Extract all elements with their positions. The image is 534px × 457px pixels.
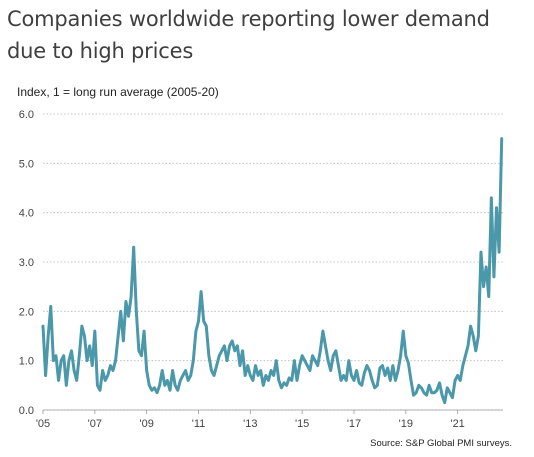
y-tick-label: 3.0 — [19, 257, 34, 269]
y-axis-label: Index, 1 = long run average (2005-20) — [17, 85, 219, 99]
y-tick-label: 2.0 — [19, 306, 34, 318]
x-tick-label: '17 — [347, 418, 361, 430]
y-tick-labels: 0.0 1.0 2.0 3.0 4.0 5.0 6.0 — [19, 109, 34, 417]
y-tick-label: 0.0 — [19, 405, 34, 417]
x-tick-label: '11 — [192, 418, 206, 430]
series-group — [41, 137, 504, 405]
x-tick-labels: '05 '07 '09 '11 '13 '15 '17 '19 '21 — [36, 410, 465, 430]
x-tick-label: '19 — [399, 418, 413, 430]
source-note: Source: S&P Global PMI surveys. — [370, 438, 512, 449]
y-tick-label: 5.0 — [19, 158, 34, 170]
y-tick-label: 1.0 — [19, 356, 34, 368]
series-line-0 — [41, 137, 504, 405]
x-tick-label: '13 — [243, 418, 257, 430]
x-tick-label: '21 — [450, 418, 464, 430]
gridlines — [43, 113, 503, 411]
y-tick-label: 6.0 — [19, 109, 34, 121]
x-tick-label: '09 — [139, 418, 153, 430]
y-tick-label: 4.0 — [19, 208, 34, 220]
x-tick-label: '05 — [36, 418, 50, 430]
chart-title: Companies worldwide reporting lower dema… — [7, 7, 490, 63]
x-tick-label: '07 — [88, 418, 102, 430]
x-tick-label: '15 — [295, 418, 309, 430]
